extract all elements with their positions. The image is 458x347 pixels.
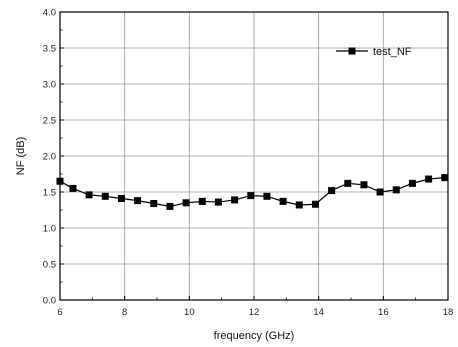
x-tick-label: 16 (378, 307, 389, 318)
legend-label: test_NF (373, 46, 412, 58)
data-point-marker (279, 197, 287, 205)
x-tick-label: 12 (249, 307, 260, 318)
x-tick-label: 14 (313, 307, 324, 318)
x-tick-label: 18 (443, 307, 454, 318)
data-point-marker (392, 186, 400, 194)
data-point-marker (166, 202, 174, 210)
data-point-marker (295, 201, 303, 209)
y-tick-label: 4.0 (43, 8, 56, 19)
data-point-marker (214, 198, 222, 206)
legend-marker (348, 47, 356, 55)
y-tick-label: 1.0 (43, 224, 56, 235)
x-tick-label: 6 (57, 307, 62, 318)
data-point-marker (134, 197, 142, 205)
data-point-marker (117, 194, 125, 202)
data-point-marker (408, 179, 416, 187)
data-point-marker (85, 191, 93, 199)
data-point-marker (360, 181, 368, 189)
data-point-marker (263, 192, 271, 200)
data-point-marker (344, 179, 352, 187)
data-point-marker (69, 184, 77, 192)
data-point-marker (247, 192, 255, 200)
y-tick-label: 1.5 (43, 188, 56, 199)
data-point-marker (150, 200, 158, 208)
y-tick-label: 3.0 (43, 80, 56, 91)
data-point-marker (231, 196, 239, 204)
data-point-marker (101, 192, 109, 200)
data-point-marker (182, 199, 190, 207)
y-tick-label: 2.0 (43, 152, 56, 163)
y-tick-label: 3.5 (43, 44, 56, 55)
y-tick-label: 0.0 (43, 296, 56, 307)
data-point-marker (198, 197, 206, 205)
x-tick-label: 8 (122, 307, 127, 318)
y-axis-title: NF (dB) (15, 137, 27, 176)
y-tick-label: 2.5 (43, 116, 56, 127)
x-axis-title: frequency (GHz) (214, 330, 295, 342)
data-point-marker (425, 175, 433, 183)
data-point-marker (376, 188, 384, 196)
y-tick-label: 0.5 (43, 260, 56, 271)
data-point-marker (328, 187, 336, 195)
data-point-marker (311, 200, 319, 208)
x-tick-label: 10 (184, 307, 195, 318)
data-point-marker (441, 174, 449, 182)
series-layer (56, 174, 449, 210)
plot-frame (59, 11, 449, 301)
legend: test_NF (336, 46, 412, 58)
